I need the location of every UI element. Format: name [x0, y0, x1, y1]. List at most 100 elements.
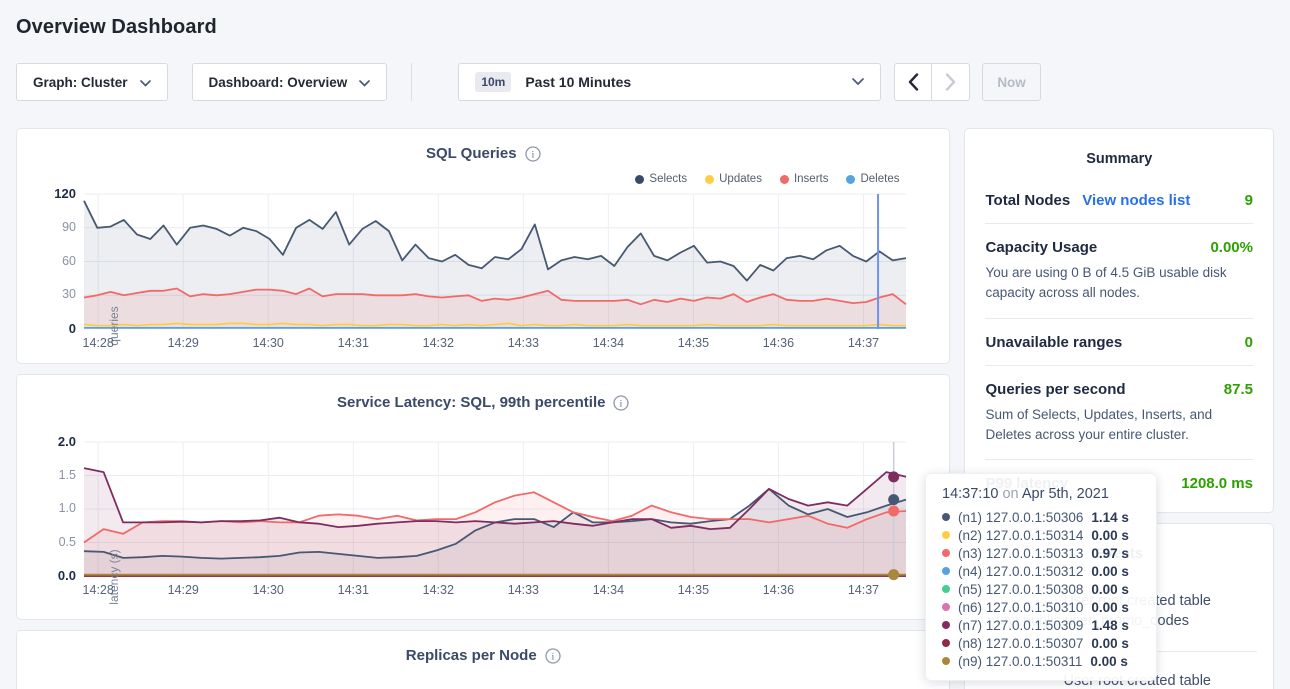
tooltip-node-value: 0.00 s: [1091, 581, 1129, 597]
time-range-picker[interactable]: 10m Past 10 Minutes: [458, 63, 882, 101]
chart-title-replicas-per-node: Replicas per Node: [405, 647, 537, 664]
sql-queries-plot[interactable]: queries 14:28 14:29 14:30 14:31 14:32 14:33 14…: [54, 186, 907, 350]
y-axis-tick: 0: [68, 321, 76, 336]
dashboard-dropdown-label: Dashboard: Overview: [208, 74, 348, 90]
toolbar-divider: [411, 63, 413, 101]
chart-title-service-latency: Service Latency: SQL, 99th percentile: [337, 394, 606, 411]
x-axis-tick: 14:36: [762, 583, 795, 597]
view-nodes-list-link[interactable]: View nodes list: [1082, 192, 1191, 209]
graph-dropdown[interactable]: Graph: Cluster: [16, 63, 168, 101]
info-icon[interactable]: i: [545, 647, 561, 664]
x-axis-tick: 14:30: [252, 583, 284, 597]
time-range-label: Past 10 Minutes: [525, 74, 632, 90]
y-axis-tick: 0.0: [57, 568, 76, 583]
time-next-button[interactable]: [932, 63, 971, 101]
capacity-usage-caption: You are using 0 B of 4.5 GiB usable disk…: [985, 265, 1227, 301]
x-axis-tick: 14:33: [507, 336, 539, 350]
qps-label: Queries per second: [985, 380, 1126, 398]
service-latency-plot[interactable]: latency (s) 14:28 14:29 14:30 14:31 14:32 14:…: [58, 434, 907, 605]
charts-column: SQL Queries i Selects Updates Inserts Delet…: [16, 128, 951, 689]
legend-label: Deletes: [860, 173, 900, 185]
tooltip-node-row: (n9) 127.0.0.1:50311 0.00 s: [942, 652, 1142, 670]
x-axis-tick: 14:28: [82, 583, 114, 597]
tooltip-node-row: (n3) 127.0.0.1:50313 0.97 s: [942, 544, 1142, 562]
tooltip-node-row: (n7) 127.0.0.1:50309 1.48 s: [942, 616, 1142, 634]
tooltip-node-row: (n6) 127.0.0.1:50310 0.00 s: [942, 598, 1142, 616]
total-nodes-value: 9: [1244, 192, 1253, 209]
x-axis-tick: 14:29: [167, 583, 199, 597]
node-color-dot-icon: [942, 531, 950, 539]
tooltip-node-label: (n6) 127.0.0.1:50310: [958, 599, 1084, 615]
y-axis-tick: 1.5: [58, 467, 76, 482]
chart-title-sql-queries: SQL Queries: [425, 145, 517, 162]
tooltip-timestamp: 14:37:10 on Apr 5th, 2021: [942, 486, 1109, 502]
legend-item-updates[interactable]: Updates: [705, 173, 762, 185]
sql-queries-panel: SQL Queries i Selects Updates Inserts Delet…: [16, 128, 951, 364]
summary-row-qps: Queries per second 87.5 Sum of Selects, …: [985, 366, 1253, 460]
tooltip-node-label: (n4) 127.0.0.1:50312: [958, 563, 1084, 579]
tooltip-node-value: 0.00 s: [1090, 653, 1128, 669]
unavailable-ranges-value: 0: [1244, 333, 1253, 351]
tooltip-node-label: (n2) 127.0.0.1:50314: [958, 527, 1084, 543]
tooltip-node-label: (n9) 127.0.0.1:50311: [958, 653, 1083, 669]
svg-text:i: i: [551, 652, 554, 662]
replicas-per-node-panel: Replicas per Node i: [16, 630, 951, 689]
legend-item-inserts[interactable]: Inserts: [779, 173, 829, 185]
y-axis-tick: 30: [62, 287, 76, 302]
y-axis-tick: 2.0: [57, 434, 76, 449]
tooltip-node-value: 1.14 s: [1091, 509, 1129, 525]
summary-row-total-nodes: Total Nodes View nodes list 9: [985, 177, 1253, 224]
x-axis-tick: 14:36: [762, 336, 795, 350]
legend-dot-icon: [705, 174, 715, 184]
dashboard-dropdown[interactable]: Dashboard: Overview: [191, 63, 388, 101]
page-title: Overview Dashboard: [16, 16, 217, 38]
legend-item-selects[interactable]: Selects: [635, 173, 687, 185]
legend-dot-icon: [779, 174, 789, 184]
y-axis-label: queries: [107, 306, 121, 346]
svg-text:i: i: [620, 399, 623, 409]
legend-item-deletes[interactable]: Deletes: [846, 173, 899, 185]
summary-panel: Summary Total Nodes View nodes list 9 Ca…: [964, 128, 1274, 513]
x-axis-tick: 14:32: [422, 583, 454, 597]
x-axis-tick: 14:28: [82, 336, 114, 350]
tooltip-node-label: (n1) 127.0.0.1:50306: [958, 509, 1084, 525]
x-axis-tick: 14:35: [677, 336, 710, 350]
tooltip-node-row: (n2) 127.0.0.1:50314 0.00 s: [942, 526, 1142, 544]
total-nodes-label: Total Nodes: [985, 192, 1071, 209]
x-axis-tick: 14:33: [507, 583, 539, 597]
info-icon[interactable]: i: [524, 145, 541, 162]
y-axis-tick: 90: [62, 219, 76, 234]
qps-caption: Sum of Selects, Updates, Inserts, and De…: [985, 406, 1213, 442]
tooltip-node-row: (n4) 127.0.0.1:50312 0.00 s: [942, 562, 1142, 580]
node-color-dot-icon: [942, 621, 950, 629]
x-axis-tick: 14:31: [337, 336, 369, 350]
node-color-dot-icon: [942, 549, 950, 557]
time-nav-group: [894, 63, 971, 101]
legend-dot-icon: [635, 174, 645, 184]
tooltip-node-value: 0.00 s: [1091, 527, 1129, 543]
toolbar: Graph: Cluster Dashboard: Overview 10m P…: [16, 63, 1290, 101]
now-button[interactable]: Now: [982, 63, 1041, 101]
info-icon[interactable]: i: [613, 394, 630, 411]
tooltip-node-label: (n8) 127.0.0.1:50307: [958, 635, 1084, 651]
summary-row-unavailable-ranges: Unavailable ranges 0: [985, 319, 1253, 366]
tooltip-node-label: (n5) 127.0.0.1:50308: [958, 581, 1084, 597]
legend-label: Inserts: [793, 173, 829, 185]
x-axis-tick: 14:32: [422, 336, 454, 350]
tooltip-node-label: (n3) 127.0.0.1:50313: [958, 545, 1084, 561]
time-prev-button[interactable]: [894, 63, 933, 101]
x-axis-tick: 14:37: [847, 583, 880, 597]
chart-hover-tooltip: 14:37:10 on Apr 5th, 2021 (n1) 127.0.0.1…: [925, 473, 1157, 681]
capacity-usage-value: 0.00%: [1210, 239, 1253, 256]
chevron-down-icon: [852, 73, 865, 91]
node-color-dot-icon: [942, 585, 950, 593]
tooltip-node-row: (n8) 127.0.0.1:50307 0.00 s: [942, 634, 1142, 652]
svg-text:i: i: [531, 150, 534, 160]
chevron-down-icon: [359, 75, 371, 90]
y-axis-tick: 120: [54, 186, 76, 201]
qps-value: 87.5: [1223, 380, 1253, 398]
tooltip-node-value: 0.00 s: [1091, 599, 1129, 615]
y-axis-tick: 1.0: [58, 501, 76, 515]
summary-row-capacity: Capacity Usage 0.00% You are using 0 B o…: [985, 224, 1253, 319]
x-axis-tick: 14:37: [847, 336, 880, 350]
